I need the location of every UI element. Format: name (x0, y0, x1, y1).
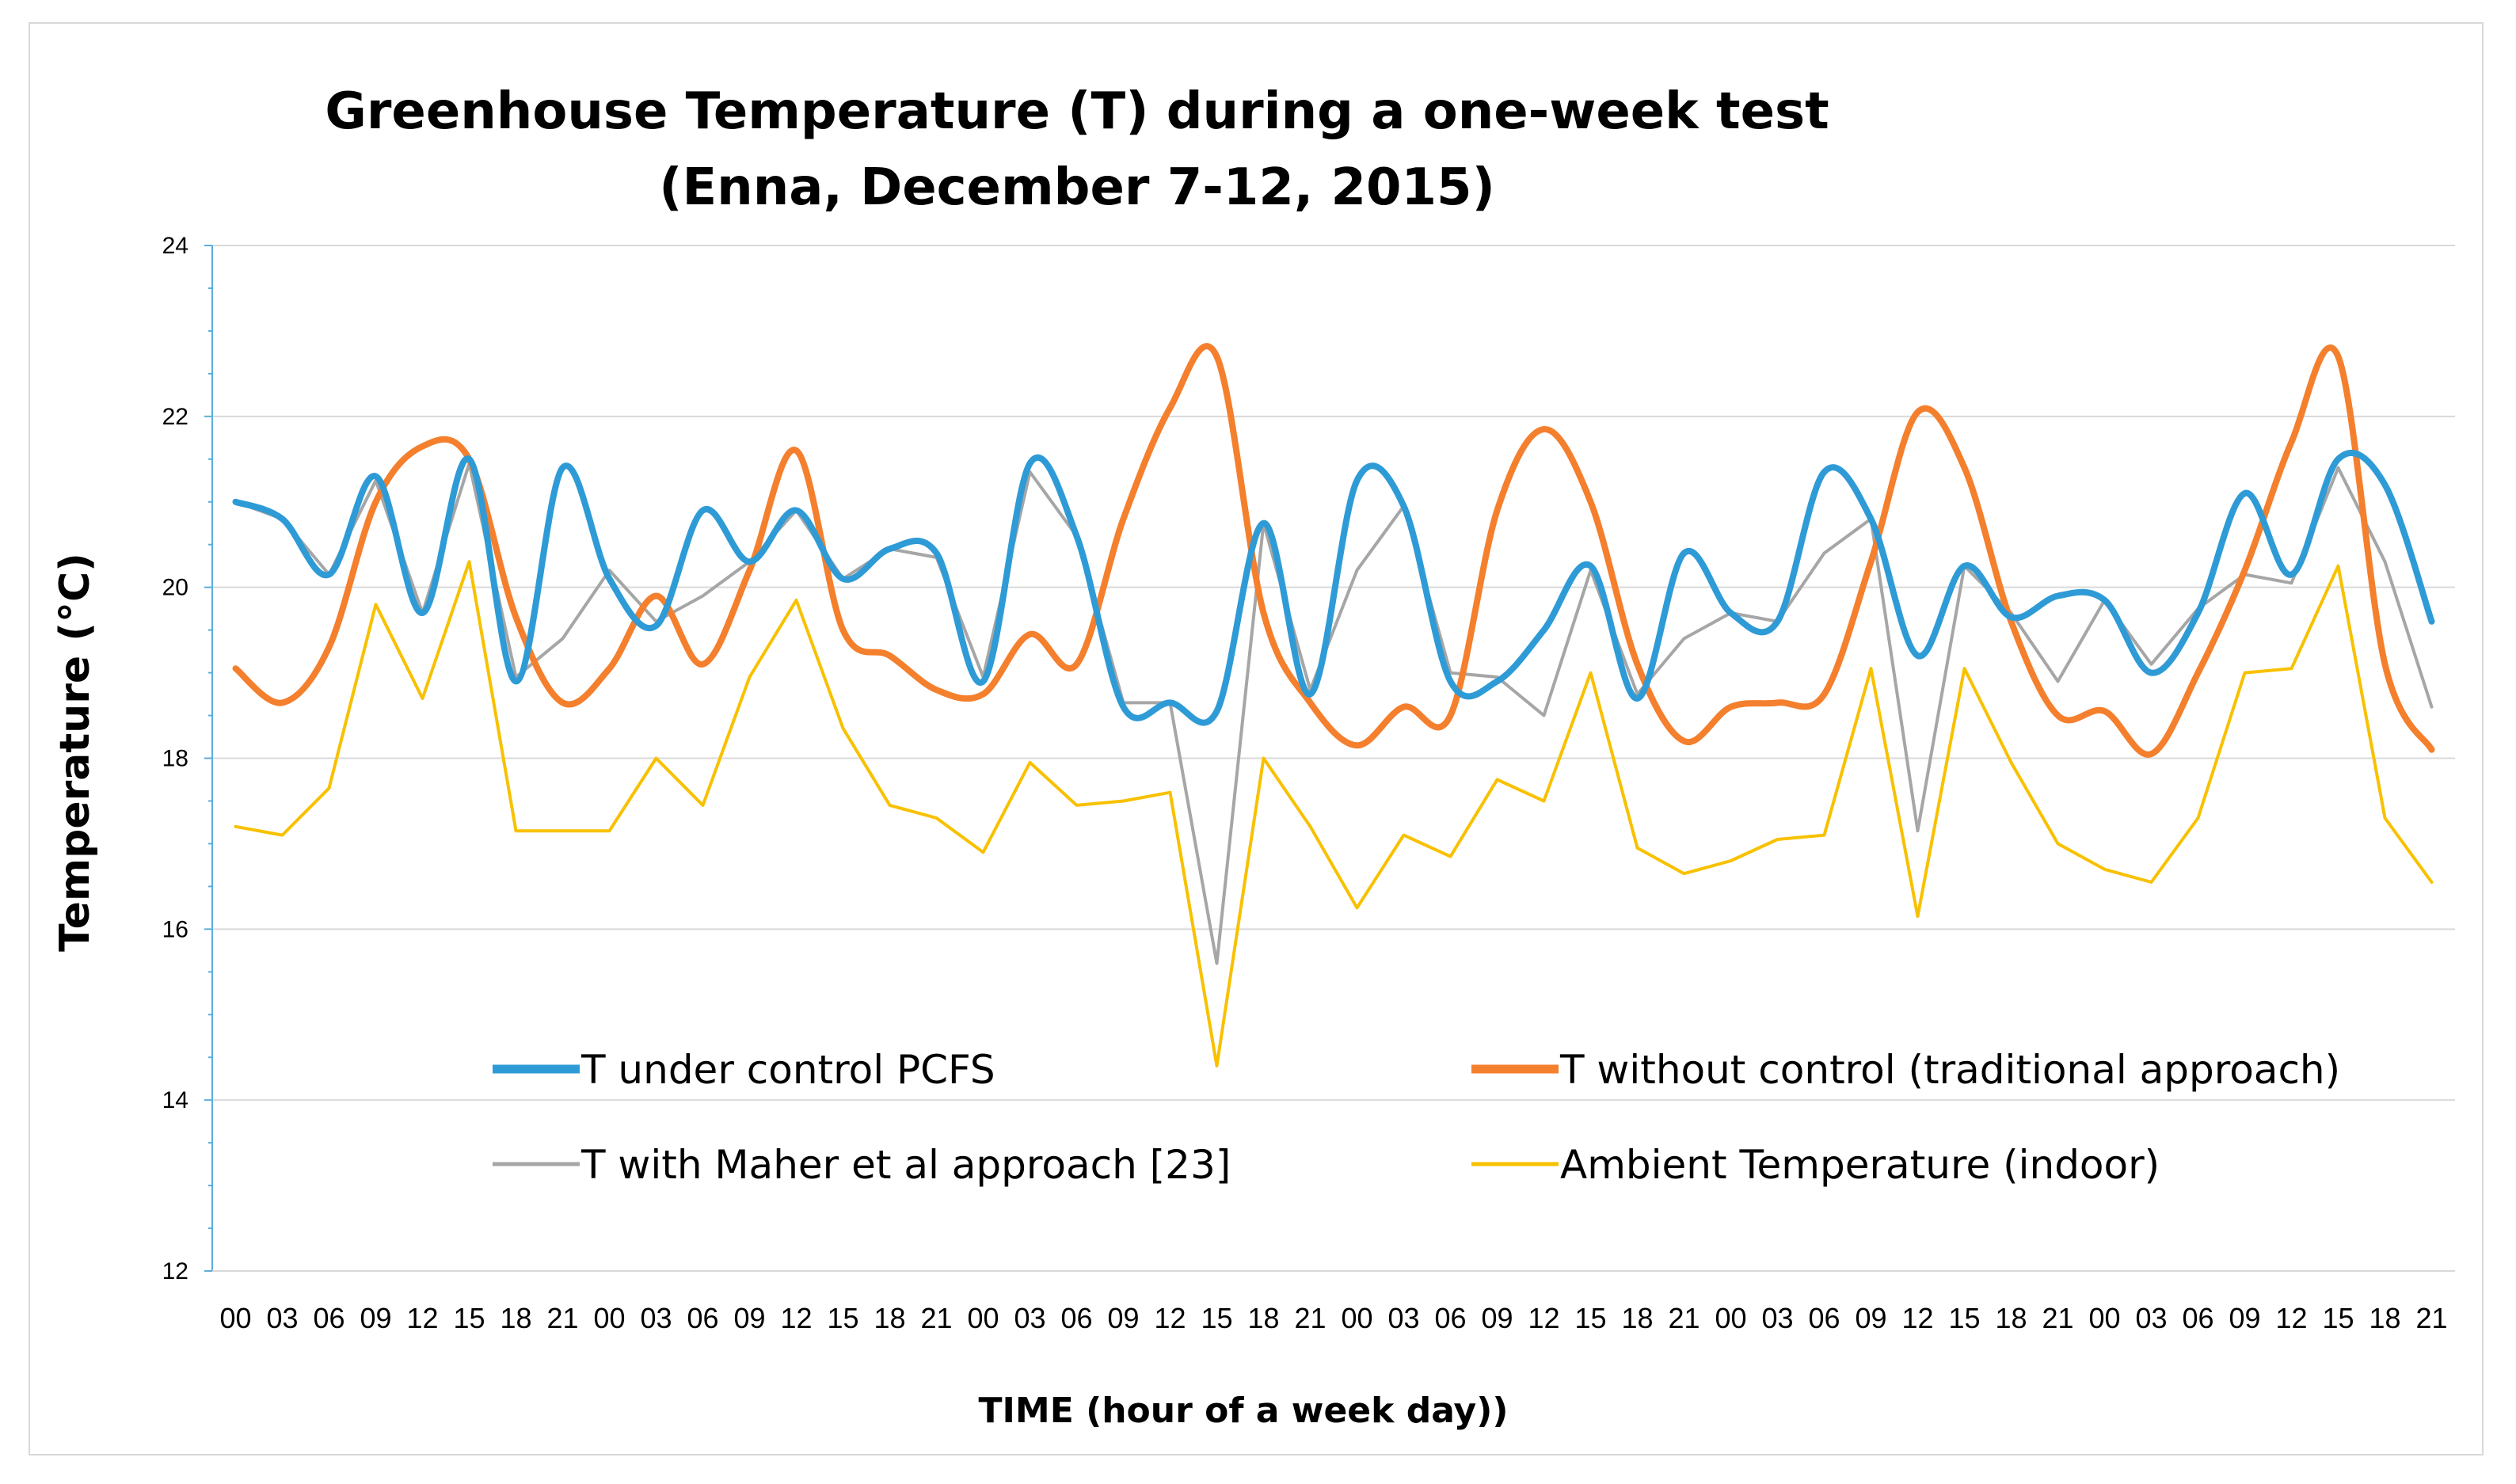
x-tick-label: 09 (1481, 1302, 1513, 1334)
x-tick-label: 03 (1761, 1302, 1793, 1334)
y-tick-label: 14 (162, 1087, 188, 1113)
x-tick-label: 12 (2275, 1302, 2307, 1334)
legend-label-without-control: T without control (traditional approach) (1559, 1047, 2340, 1093)
x-axis-label: TIME (hour of a week day)) (979, 1391, 1509, 1431)
x-tick-label: 15 (1574, 1302, 1606, 1334)
series-line-without-control (232, 343, 2435, 758)
legend-label-ambient: Ambient Temperature (indoor) (1560, 1142, 2160, 1188)
gridlines (212, 245, 2455, 1102)
x-tick-label: 00 (219, 1302, 251, 1334)
x-tick-label: 12 (406, 1302, 438, 1334)
series-line-pcfs (232, 450, 2435, 726)
y-tick-label: 24 (162, 233, 188, 259)
legend-item-maher: T with Maher et al approach [23] (493, 1142, 1231, 1188)
x-tick-label: 06 (313, 1302, 344, 1334)
x-tick-label: 06 (2182, 1302, 2213, 1334)
y-axis-label: Temperature (°C) (51, 553, 99, 952)
x-tick-label: 21 (920, 1302, 952, 1334)
x-tick-label: 00 (967, 1302, 999, 1334)
x-tick-label: 09 (2229, 1302, 2260, 1334)
x-tick-label: 03 (1014, 1302, 1045, 1334)
x-tick-label: 12 (1901, 1302, 1933, 1334)
x-tick-label: 00 (593, 1302, 625, 1334)
x-tick-label: 18 (1247, 1302, 1279, 1334)
legend-item-ambient: Ambient Temperature (indoor) (1471, 1142, 2160, 1188)
y-tick-label: 20 (162, 575, 188, 601)
x-tick-label: 00 (1341, 1302, 1372, 1334)
legend: T under control PCFS T without control (… (493, 1047, 2340, 1188)
x-tick-label: 03 (2135, 1302, 2167, 1334)
x-tick-label: 06 (1060, 1302, 1092, 1334)
x-tick-label: 21 (2415, 1302, 2447, 1334)
x-tick-label: 21 (1668, 1302, 1700, 1334)
x-tick-label: 15 (453, 1302, 485, 1334)
x-tick-label: 21 (1294, 1302, 1326, 1334)
x-tick-label: 00 (1715, 1302, 1746, 1334)
x-tick-label: 06 (1434, 1302, 1466, 1334)
y-tick-label: 16 (162, 916, 188, 942)
x-tick-label: 09 (1855, 1302, 1886, 1334)
x-tick-label: 18 (874, 1302, 905, 1334)
x-tick-label: 12 (1154, 1302, 1186, 1334)
y-tick-label: 12 (162, 1258, 188, 1284)
legend-label-pcfs: T under control PCFS (580, 1047, 995, 1093)
axes: 12 14 16 18 20 22 24 00 03 06 09 12 15 18 21 00 03 06 09 12… (162, 233, 2455, 1334)
legend-item-without-control: T without control (traditional approach) (1471, 1047, 2340, 1093)
x-tick-label: 15 (2322, 1302, 2354, 1334)
x-tick-label: 12 (780, 1302, 812, 1334)
x-tick-label: 09 (1107, 1302, 1139, 1334)
series-lines (232, 343, 2435, 1067)
x-tick-label: 03 (640, 1302, 672, 1334)
legend-label-maher: T with Maher et al approach [23] (580, 1142, 1231, 1188)
x-tick-label: 18 (1621, 1302, 1653, 1334)
x-tick-label: 15 (827, 1302, 858, 1334)
x-tick-label: 18 (500, 1302, 531, 1334)
series-line-maher (234, 462, 2434, 965)
x-tick-label: 03 (1387, 1302, 1419, 1334)
y-tick-label: 18 (162, 746, 188, 772)
x-tick-label: 06 (687, 1302, 718, 1334)
x-tick-label: 00 (2088, 1302, 2120, 1334)
x-tick-label: 15 (1201, 1302, 1232, 1334)
series-line-ambient (234, 560, 2434, 1067)
chart-title-line-2: (Enna, December 7-12, 2015) (659, 158, 1495, 217)
x-tick-label: 03 (266, 1302, 298, 1334)
x-tick-label: 18 (1995, 1302, 2027, 1334)
x-tick-label: 09 (360, 1302, 391, 1334)
x-tick-label: 12 (1528, 1302, 1559, 1334)
x-tick-label: 21 (2042, 1302, 2073, 1334)
x-tick-label: 15 (1948, 1302, 1980, 1334)
y-tick-label: 22 (162, 404, 188, 430)
chart-title-line-1: Greenhouse Temperature (T) during a one-… (325, 82, 1829, 141)
legend-item-pcfs: T under control PCFS (493, 1047, 995, 1093)
x-tick-label: 09 (733, 1302, 765, 1334)
x-tick-label: 18 (2369, 1302, 2400, 1334)
chart-frame (29, 22, 2484, 1455)
x-tick-label: 06 (1808, 1302, 1840, 1334)
x-tick-label: 21 (546, 1302, 578, 1334)
